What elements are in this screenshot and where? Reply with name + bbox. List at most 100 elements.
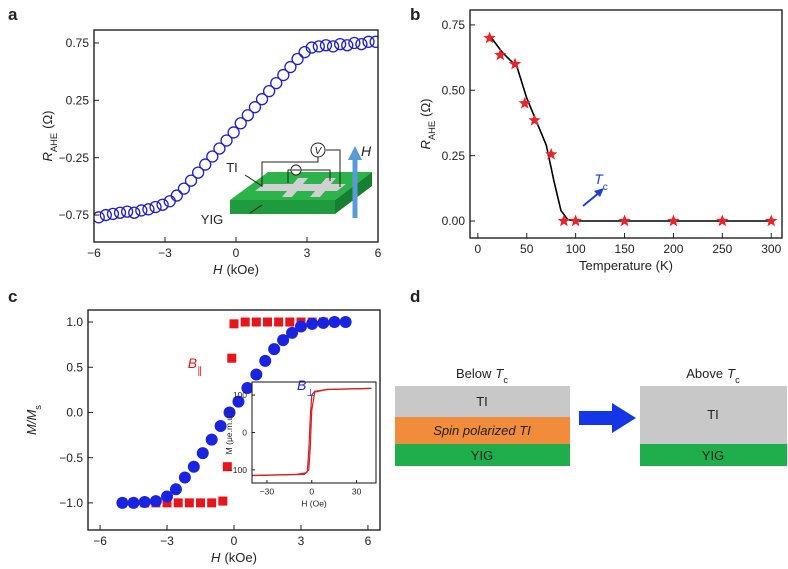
point bbox=[223, 406, 236, 419]
y-tick-label: 0.75 bbox=[442, 18, 466, 32]
transition-arrowhead bbox=[612, 403, 636, 433]
x-axis-label: H (kOe) bbox=[213, 262, 259, 277]
point bbox=[162, 498, 172, 508]
point bbox=[369, 35, 378, 48]
point bbox=[328, 316, 341, 329]
y-tick-label: 0.25 bbox=[66, 94, 90, 108]
point bbox=[191, 166, 205, 179]
pointer bbox=[244, 174, 263, 187]
point bbox=[199, 158, 212, 171]
y-axis-label-part: M/M bbox=[24, 410, 39, 435]
point bbox=[177, 182, 191, 195]
point bbox=[262, 84, 276, 98]
point bbox=[294, 320, 307, 333]
point bbox=[291, 52, 304, 66]
x-tick-label: 300 bbox=[761, 242, 781, 256]
y-axis-label: M (μe.m.u.) bbox=[224, 411, 234, 455]
point bbox=[106, 207, 120, 221]
annotation: TI bbox=[226, 160, 238, 175]
panel-letter: c bbox=[8, 287, 17, 306]
annotation-part: ∥ bbox=[197, 366, 202, 377]
layer-label: TI bbox=[707, 407, 719, 422]
x-tick-label: −3 bbox=[160, 534, 174, 548]
annotation-part: T bbox=[594, 171, 604, 187]
point bbox=[716, 214, 729, 227]
point bbox=[149, 495, 162, 508]
y-tick-label: 0.5 bbox=[66, 360, 83, 374]
diagram-heading-part: T bbox=[495, 366, 504, 381]
point bbox=[518, 96, 531, 109]
layer-label: YIG bbox=[702, 448, 724, 463]
point bbox=[557, 214, 571, 227]
point bbox=[241, 109, 254, 122]
point bbox=[306, 317, 319, 330]
point bbox=[229, 319, 239, 329]
line bbox=[252, 387, 372, 477]
y-axis-label: RAHE (Ω) bbox=[40, 111, 59, 162]
point bbox=[274, 317, 284, 327]
annotation-part: ⊥ bbox=[306, 388, 315, 399]
point bbox=[135, 204, 148, 217]
point bbox=[494, 48, 507, 61]
x-axis-label: H (kOe) bbox=[211, 550, 257, 565]
layer-label: YIG bbox=[471, 448, 493, 463]
point bbox=[339, 316, 352, 329]
y-axis-label-part: AHE bbox=[49, 133, 59, 152]
point bbox=[241, 382, 254, 395]
panel-letter: b bbox=[410, 5, 420, 24]
point bbox=[483, 31, 496, 44]
y-axis-label: RAHE (Ω) bbox=[418, 99, 437, 150]
annotation: Tc bbox=[594, 171, 608, 193]
y-tick-label: 1.0 bbox=[66, 315, 83, 329]
point bbox=[214, 420, 227, 433]
point bbox=[251, 317, 261, 327]
point bbox=[240, 317, 250, 327]
point bbox=[286, 326, 299, 339]
point bbox=[355, 37, 368, 51]
layer-diagram bbox=[395, 386, 787, 466]
point bbox=[113, 206, 127, 219]
annotation: B⊥ bbox=[297, 377, 315, 399]
plot-area bbox=[252, 387, 372, 477]
point bbox=[362, 35, 375, 48]
line bbox=[488, 34, 772, 222]
point bbox=[156, 198, 169, 211]
point bbox=[227, 353, 237, 363]
diagram-heading-part: Below bbox=[456, 366, 492, 381]
x-tick-label: 0 bbox=[474, 242, 481, 256]
y-tick-label: −0.75 bbox=[59, 208, 90, 222]
chart: −6 −3 0 3 6−1.0−0.50.00.51.0H (kOe)M/Ms bbox=[24, 309, 381, 565]
panel-letter: a bbox=[8, 5, 18, 24]
y-axis-label-part: (Ω) bbox=[418, 99, 433, 117]
y-tick-label: 0.50 bbox=[442, 83, 466, 97]
point bbox=[116, 496, 129, 509]
ti-strip bbox=[282, 178, 308, 197]
point bbox=[528, 113, 541, 126]
x-axis-label-part: H bbox=[213, 262, 223, 277]
point bbox=[213, 142, 226, 155]
spin-layer bbox=[395, 417, 570, 444]
point bbox=[277, 334, 290, 347]
point bbox=[196, 447, 209, 460]
y-tick-label: 0.00 bbox=[442, 214, 466, 228]
ti-strip bbox=[310, 178, 336, 197]
diagram-heading: Below Tc bbox=[456, 366, 508, 385]
pointer bbox=[249, 204, 263, 214]
point bbox=[312, 40, 325, 53]
tc-arrowhead bbox=[594, 188, 604, 197]
point bbox=[333, 37, 347, 51]
y-axis-label-part: R bbox=[418, 140, 433, 149]
point bbox=[222, 462, 232, 472]
field-arrowhead bbox=[348, 146, 362, 160]
point bbox=[317, 316, 330, 329]
y-tick-label: 100 bbox=[233, 390, 247, 400]
x-tick-label: −3 bbox=[158, 246, 172, 260]
point bbox=[298, 45, 311, 59]
x-axis-label-part: (kOe) bbox=[226, 262, 259, 277]
y-tick-label: 0 bbox=[242, 427, 247, 437]
x-tick-label: 6 bbox=[365, 534, 372, 548]
yig-layer bbox=[640, 444, 787, 466]
chart: −30 0 30 −100 0 100 H (Oe) M (μe.m.u.) bbox=[224, 381, 377, 508]
point bbox=[94, 211, 105, 224]
